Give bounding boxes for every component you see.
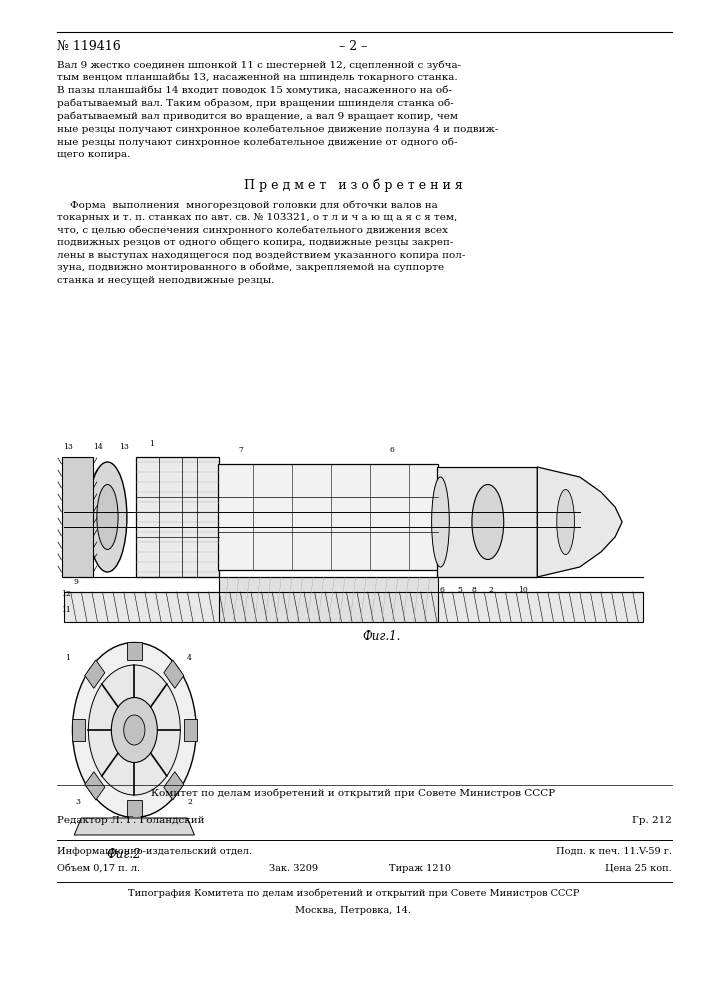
Polygon shape — [537, 467, 622, 577]
Text: 2: 2 — [489, 586, 493, 594]
Text: 13: 13 — [63, 443, 73, 451]
Text: Комитет по делам изобретений и открытий при Совете Министров СССР: Комитет по делам изобретений и открытий … — [151, 788, 556, 798]
Text: 6: 6 — [390, 446, 395, 454]
Text: Информационно-издательский отдел.: Информационно-издательский отдел. — [57, 847, 252, 856]
Ellipse shape — [431, 477, 450, 567]
Text: Фиг.2: Фиг.2 — [107, 848, 141, 861]
Ellipse shape — [88, 462, 127, 572]
Bar — [62, 457, 93, 577]
Ellipse shape — [111, 698, 157, 762]
Ellipse shape — [557, 489, 574, 554]
Ellipse shape — [124, 715, 145, 745]
Text: Типография Комитета по делам изобретений и открытий при Совете Министров СССР: Типография Комитета по делам изобретений… — [128, 889, 579, 898]
Text: Вал 9 жестко соединен шпонкой 11 с шестерней 12, сцепленной с зубча-
тым венцом : Вал 9 жестко соединен шпонкой 11 с шесте… — [57, 60, 498, 159]
Text: Подп. к печ. 11.V-59 г.: Подп. к печ. 11.V-59 г. — [556, 847, 672, 856]
Text: 1: 1 — [65, 654, 69, 662]
Polygon shape — [85, 660, 105, 688]
Text: Гр. 212: Гр. 212 — [632, 816, 672, 825]
Text: № 119416: № 119416 — [57, 40, 120, 53]
Text: 2: 2 — [187, 798, 192, 806]
Text: Редактор Л. Г. Голандский: Редактор Л. Г. Голандский — [57, 816, 204, 825]
Polygon shape — [85, 772, 105, 800]
Text: Тираж 1210: Тираж 1210 — [389, 864, 451, 873]
Text: Фиг.1.: Фиг.1. — [363, 630, 401, 643]
Text: 9: 9 — [74, 578, 78, 586]
Text: П р е д м е т   и з о б р е т е н и я: П р е д м е т и з о б р е т е н и я — [244, 178, 463, 192]
Bar — [437, 467, 537, 577]
Polygon shape — [127, 642, 142, 660]
Bar — [218, 464, 438, 570]
Ellipse shape — [97, 485, 118, 550]
Bar — [136, 457, 219, 577]
Polygon shape — [74, 818, 194, 835]
Text: 11: 11 — [61, 606, 71, 614]
Polygon shape — [127, 800, 142, 818]
Text: 6: 6 — [440, 586, 444, 594]
Polygon shape — [184, 719, 197, 741]
Text: 4: 4 — [187, 654, 192, 662]
Text: 3: 3 — [75, 798, 81, 806]
Text: – 2 –: – 2 – — [339, 40, 368, 53]
Polygon shape — [164, 772, 184, 800]
Polygon shape — [72, 719, 85, 741]
Bar — [64, 592, 643, 622]
Ellipse shape — [472, 485, 503, 560]
Text: 7: 7 — [238, 446, 243, 454]
Text: Цена 25 коп.: Цена 25 коп. — [605, 864, 672, 873]
Text: 14: 14 — [93, 443, 103, 451]
Ellipse shape — [73, 643, 196, 818]
Text: Москва, Петровка, 14.: Москва, Петровка, 14. — [296, 906, 411, 915]
Polygon shape — [164, 660, 184, 688]
Text: 8: 8 — [472, 586, 476, 594]
Text: Форма  выполнения  многорезцовой головки для обточки валов на
токарных и т. п. с: Форма выполнения многорезцовой головки д… — [57, 200, 465, 285]
Text: 13: 13 — [119, 443, 129, 451]
Text: 10: 10 — [518, 586, 528, 594]
Text: Объем 0,17 п. л.: Объем 0,17 п. л. — [57, 864, 140, 873]
Text: 1: 1 — [150, 440, 154, 448]
Ellipse shape — [88, 665, 180, 795]
Text: Зак. 3209: Зак. 3209 — [269, 864, 317, 873]
Text: 5: 5 — [457, 586, 462, 594]
Text: 12: 12 — [61, 590, 71, 598]
Bar — [219, 577, 438, 622]
